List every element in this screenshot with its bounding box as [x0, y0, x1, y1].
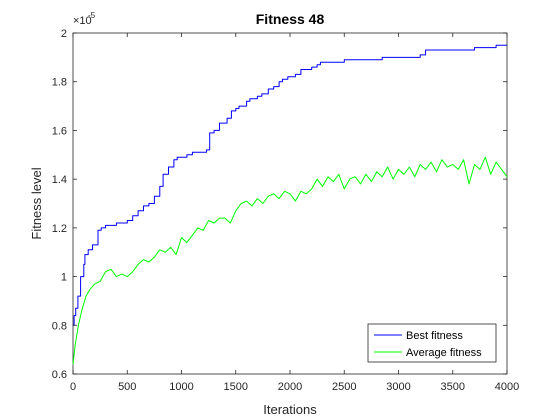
- y-tick-label: 2: [61, 28, 67, 40]
- x-tick-label: 500: [118, 381, 136, 393]
- legend-box: [367, 323, 497, 363]
- y-tick-label: 1.4: [52, 174, 67, 186]
- plot-area: [72, 32, 508, 375]
- legend-label: Average fitness: [406, 347, 482, 359]
- series-line-average-fitness: [72, 156, 508, 365]
- y-exponent-base: ×10: [73, 15, 92, 27]
- axes: [72, 32, 508, 375]
- y-tick-label: 1.6: [52, 125, 67, 137]
- y-exponent-power: -5: [88, 11, 96, 20]
- tick-layer: 0 500 1000 1500 2000 2500 3000 3500 4000 0.6 0.8 1 1…: [52, 28, 520, 393]
- x-tick-label: 2500: [332, 381, 356, 393]
- legend-entries: Best fitness Average fitness: [374, 330, 482, 359]
- y-axis-exponent: ×10 -5: [73, 11, 96, 27]
- y-tick-label: 1.2: [52, 223, 67, 235]
- x-tick-label: 1500: [224, 381, 248, 393]
- y-tick-label: 1.8: [52, 77, 67, 89]
- legend-label: Best fitness: [406, 330, 463, 342]
- x-tick-label: 4000: [495, 381, 519, 393]
- chart-title: Fitness 48: [256, 11, 325, 27]
- y-tick-label: 0.8: [52, 320, 67, 332]
- series-line-best-fitness: [73, 44, 507, 326]
- y-tick-label: 0.6: [52, 369, 67, 381]
- x-tick-label: 2000: [278, 381, 302, 393]
- y-axis-label: Fitness level: [29, 167, 44, 239]
- x-axis-label: Iterations: [263, 402, 317, 417]
- x-tick-label: 1000: [169, 381, 193, 393]
- x-tick-label: 3500: [441, 381, 465, 393]
- series-layer: [72, 44, 508, 365]
- y-tick-label: 1: [61, 272, 67, 284]
- x-tick-label: 3000: [386, 381, 410, 393]
- x-tick-label: 0: [70, 381, 76, 393]
- legend: Best fitness Average fitness: [367, 323, 497, 363]
